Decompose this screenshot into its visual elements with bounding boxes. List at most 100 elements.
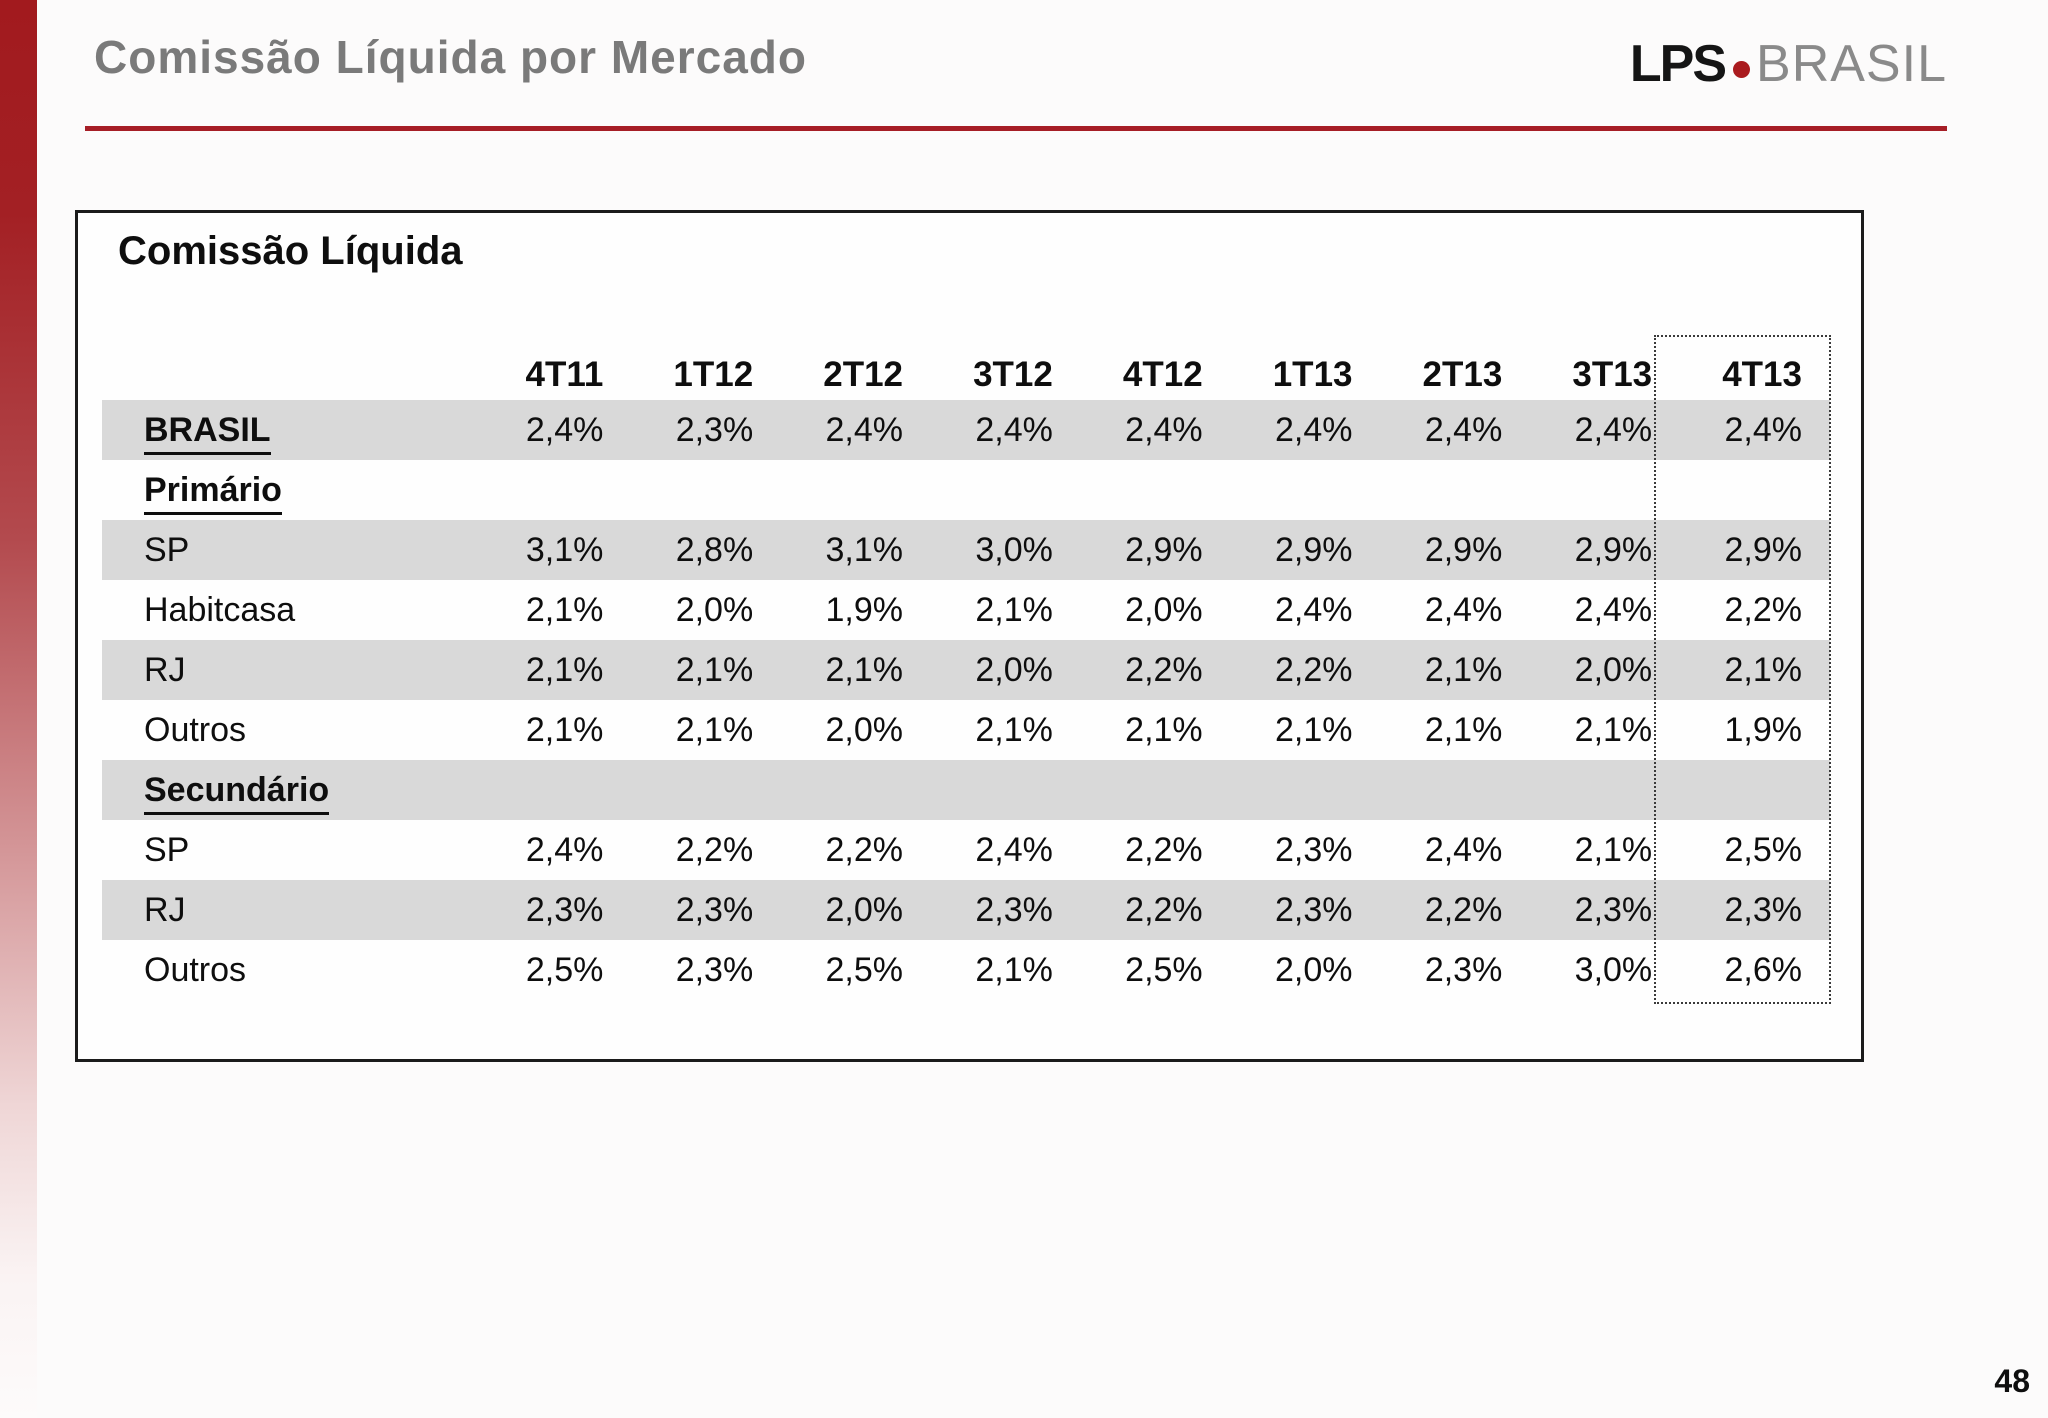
cell-value: 2,1% bbox=[525, 590, 604, 629]
cell-value: 2,5% bbox=[825, 950, 904, 989]
column-header: 2T13 bbox=[1422, 355, 1503, 394]
cell-value: 2,4% bbox=[525, 830, 604, 869]
cell-value: 2,3% bbox=[1275, 830, 1353, 869]
cell-value: 2,5% bbox=[1125, 950, 1203, 989]
cell-value: 2,2% bbox=[675, 830, 754, 869]
row-label-text: SP bbox=[144, 830, 190, 869]
column-header: 2T12 bbox=[823, 355, 904, 394]
row-label: Outros bbox=[102, 711, 482, 750]
cell-value: 2,2% bbox=[1275, 650, 1353, 689]
table-row: RJ 2,3% 2,3% 2,0% 2,3% 2,2% 2,3% 2,2% 2,3% 2,3% bbox=[102, 880, 1830, 940]
cell-value: 2,4% bbox=[1275, 590, 1353, 629]
cell-value: 2,1% bbox=[825, 650, 904, 689]
cell-value: 2,1% bbox=[975, 710, 1053, 749]
cell-value: 2,5% bbox=[525, 950, 604, 989]
table-row: SP 2,4% 2,2% 2,2% 2,4% 2,2% 2,3% 2,4% 2,1% 2,5% bbox=[102, 820, 1830, 880]
slide-title: Comissão Líquida por Mercado bbox=[94, 31, 807, 83]
cell-value: 2,9% bbox=[1424, 530, 1503, 569]
cell-value: 2,9% bbox=[1724, 530, 1802, 569]
cell-value: 3,1% bbox=[825, 530, 904, 569]
cell-value: 2,4% bbox=[1574, 410, 1653, 449]
row-label: SP bbox=[102, 831, 482, 870]
cell-value: 2,4% bbox=[525, 410, 604, 449]
cell-value: 2,1% bbox=[975, 950, 1053, 989]
logo-lps-text: LPS bbox=[1629, 35, 1727, 93]
cell-value: 2,3% bbox=[975, 890, 1053, 929]
cell-value: 2,3% bbox=[1724, 890, 1802, 929]
row-label-text: Primário bbox=[144, 470, 282, 515]
cell-value: 2,3% bbox=[675, 410, 754, 449]
table-row: Outros 2,1% 2,1% 2,0% 2,1% 2,1% 2,1% 2,1% 2,1% 1,… bbox=[102, 700, 1830, 760]
page-number: 48 bbox=[1994, 1363, 2030, 1399]
cell-value: 2,4% bbox=[825, 410, 904, 449]
column-header: 1T13 bbox=[1272, 355, 1353, 394]
cell-value: 2,4% bbox=[1574, 590, 1653, 629]
cell-value: 2,9% bbox=[1275, 530, 1353, 569]
column-header: 3T13 bbox=[1572, 355, 1653, 394]
cell-value: 2,1% bbox=[1275, 710, 1353, 749]
cell-value: 2,0% bbox=[1125, 590, 1203, 629]
cell-value: 2,0% bbox=[825, 710, 904, 749]
column-header: 3T12 bbox=[973, 355, 1053, 394]
table-row: Secundário bbox=[102, 760, 1830, 820]
cell-value: 2,2% bbox=[1724, 590, 1802, 629]
table-row: Outros 2,5% 2,3% 2,5% 2,1% 2,5% 2,0% 2,3% 3,0% 2,… bbox=[102, 940, 1830, 1000]
table-row: RJ 2,1% 2,1% 2,1% 2,0% 2,2% 2,2% 2,1% 2,0% 2,1% bbox=[102, 640, 1830, 700]
cell-value: 2,3% bbox=[1424, 950, 1503, 989]
cell-value: 2,8% bbox=[675, 530, 754, 569]
cell-value: 2,4% bbox=[1424, 590, 1503, 629]
left-accent-bar bbox=[0, 0, 37, 1418]
cell-value: 2,2% bbox=[1125, 650, 1203, 689]
cell-value: 1,9% bbox=[1724, 710, 1802, 749]
row-label: Outros bbox=[102, 951, 482, 990]
cell-value: 2,4% bbox=[1424, 410, 1503, 449]
row-label: SP bbox=[102, 531, 482, 570]
table-title: Comissão Líquida bbox=[118, 229, 463, 273]
cell-value: 2,3% bbox=[1275, 890, 1353, 929]
cell-value: 2,3% bbox=[675, 950, 754, 989]
cell-value: 2,1% bbox=[675, 710, 754, 749]
row-label: RJ bbox=[102, 891, 482, 930]
column-header-row: 4T11 1T12 2T12 3T12 4T12 1T13 2T13 3T13 4T13 bbox=[102, 350, 1830, 400]
row-label-text: Habitcasa bbox=[144, 590, 296, 629]
table-row: Primário bbox=[102, 460, 1830, 520]
cell-value: 2,0% bbox=[1275, 950, 1353, 989]
column-header: 4T12 bbox=[1122, 355, 1203, 394]
row-label-text: RJ bbox=[144, 650, 186, 689]
row-label: Primário bbox=[102, 470, 482, 515]
cell-value: 3,1% bbox=[525, 530, 604, 569]
cell-value: 2,2% bbox=[1125, 890, 1203, 929]
column-header: 1T12 bbox=[673, 355, 754, 394]
table-row: SP 3,1% 2,8% 3,1% 3,0% 2,9% 2,9% 2,9% 2,9% 2,9% bbox=[102, 520, 1830, 580]
cell-value: 2,2% bbox=[825, 830, 904, 869]
commission-table: Comissão Líquida 4T11 1T12 2T12 3T12 4T12 1T1… bbox=[75, 210, 1864, 1062]
cell-value: 1,9% bbox=[825, 590, 904, 629]
table-row: Habitcasa 2,1% 2,0% 1,9% 2,1% 2,0% 2,4% 2,4% 2,4… bbox=[102, 580, 1830, 640]
cell-value: 3,0% bbox=[975, 530, 1053, 569]
table-row: BRASIL 2,4% 2,3% 2,4% 2,4% 2,4% 2,4% 2,4% 2,4% 2,… bbox=[102, 400, 1830, 460]
cell-value: 2,2% bbox=[1424, 890, 1503, 929]
cell-value: 2,6% bbox=[1724, 950, 1802, 989]
cell-value: 2,1% bbox=[525, 710, 604, 749]
cell-value: 3,0% bbox=[1574, 950, 1653, 989]
brand-logo: LPS BRASIL bbox=[1630, 34, 1947, 94]
title-divider-rule bbox=[85, 126, 1947, 131]
cell-value: 2,1% bbox=[525, 650, 604, 689]
row-label: RJ bbox=[102, 651, 482, 690]
row-label-text: Outros bbox=[144, 710, 247, 749]
cell-value: 2,4% bbox=[975, 830, 1053, 869]
cell-value: 2,1% bbox=[1724, 650, 1802, 689]
row-label-text: Outros bbox=[144, 950, 247, 989]
cell-value: 2,1% bbox=[975, 590, 1053, 629]
cell-value: 2,2% bbox=[1125, 830, 1203, 869]
cell-value: 2,4% bbox=[1724, 410, 1802, 449]
table-grid: 4T11 1T12 2T12 3T12 4T12 1T13 2T13 3T13 4T13 BRAS… bbox=[102, 350, 1830, 1000]
cell-value: 2,1% bbox=[1125, 710, 1203, 749]
cell-value: 2,4% bbox=[975, 410, 1053, 449]
cell-value: 2,0% bbox=[825, 890, 904, 929]
row-label: Habitcasa bbox=[102, 591, 482, 630]
cell-value: 2,4% bbox=[1275, 410, 1353, 449]
cell-value: 2,4% bbox=[1424, 830, 1503, 869]
cell-value: 2,1% bbox=[1574, 830, 1653, 869]
cell-value: 2,0% bbox=[1574, 650, 1653, 689]
